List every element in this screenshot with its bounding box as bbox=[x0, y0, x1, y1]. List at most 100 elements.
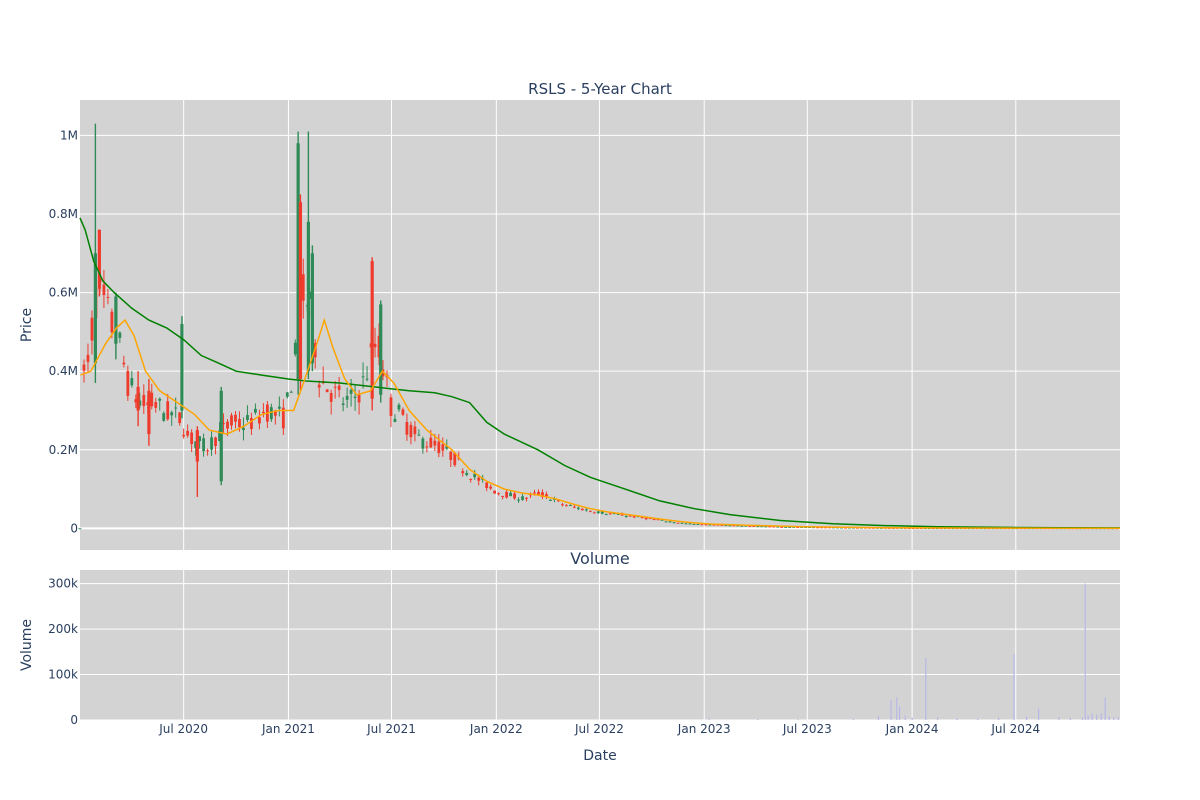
candle-body bbox=[206, 450, 209, 452]
candle-body bbox=[246, 414, 249, 420]
candle-body bbox=[541, 492, 544, 497]
candle-body bbox=[413, 426, 417, 435]
candle-body bbox=[700, 524, 704, 526]
candle-body bbox=[214, 437, 217, 446]
candle-body bbox=[600, 511, 604, 514]
volume-y-ticks: 0 100k 200k 300k bbox=[48, 577, 78, 727]
candle-body bbox=[740, 525, 744, 527]
candle-body bbox=[281, 407, 285, 429]
volume-bar bbox=[1025, 716, 1028, 720]
candle-body bbox=[178, 412, 182, 424]
candle-body bbox=[325, 389, 329, 393]
candle-body bbox=[429, 437, 433, 448]
candle-body bbox=[389, 397, 393, 416]
candle-body bbox=[365, 378, 369, 380]
candle-body bbox=[469, 478, 473, 480]
volume-bar bbox=[890, 699, 892, 720]
candle-body bbox=[194, 441, 198, 448]
candle-body bbox=[724, 525, 728, 527]
candle-body bbox=[329, 392, 333, 402]
candle-body bbox=[592, 512, 596, 514]
candle-body bbox=[756, 526, 760, 528]
candle-body bbox=[505, 491, 508, 498]
spike-body bbox=[136, 386, 140, 411]
candle-body bbox=[557, 500, 560, 502]
candle-body bbox=[122, 362, 126, 365]
candle-body bbox=[572, 506, 576, 508]
candle-body bbox=[234, 414, 237, 422]
spike-body bbox=[310, 253, 314, 364]
candle-body bbox=[648, 518, 652, 520]
date-axis-title: Date bbox=[583, 748, 616, 764]
candle-body bbox=[652, 519, 656, 521]
candle-body bbox=[696, 523, 700, 525]
candle-body bbox=[301, 274, 305, 301]
candle-body bbox=[166, 401, 170, 420]
candle-body bbox=[293, 342, 297, 355]
candle-body bbox=[317, 384, 321, 388]
volume-bar bbox=[911, 717, 913, 720]
volume-plot-area bbox=[80, 570, 1120, 720]
candle-body bbox=[752, 525, 756, 527]
candle-body bbox=[142, 394, 146, 407]
volume-bar bbox=[898, 706, 901, 720]
date-tick-label: Jan 2022 bbox=[469, 722, 523, 736]
candle-body bbox=[277, 406, 281, 409]
date-tick-label: Jan 2021 bbox=[261, 722, 315, 736]
candle-body bbox=[684, 523, 688, 525]
candle-body bbox=[497, 493, 501, 495]
candle-body bbox=[202, 438, 205, 452]
short-moving-average-line bbox=[80, 317, 1120, 529]
candle-body bbox=[210, 437, 213, 450]
candle-body bbox=[568, 505, 572, 507]
candle-body bbox=[126, 371, 130, 396]
candle-body bbox=[608, 513, 612, 515]
candle-body bbox=[808, 527, 811, 529]
price-y-ticks: 0 0.2M 0.4M 0.6M 0.8M 1M bbox=[49, 128, 78, 535]
volume-axis-title: Volume bbox=[19, 619, 35, 671]
candle-body bbox=[421, 438, 425, 449]
candle-body bbox=[373, 343, 377, 348]
candle-body bbox=[285, 392, 289, 397]
candle-body bbox=[780, 526, 784, 528]
candle-body bbox=[401, 409, 405, 415]
candle-body bbox=[800, 526, 804, 528]
candle-body bbox=[788, 526, 792, 528]
candle-body bbox=[110, 311, 114, 333]
candle-body bbox=[525, 497, 528, 499]
candle-body bbox=[118, 332, 122, 338]
candle-body bbox=[620, 513, 624, 516]
candle-body bbox=[90, 317, 94, 341]
candle-body bbox=[162, 413, 166, 421]
candle-body bbox=[517, 499, 520, 501]
candle-body bbox=[477, 477, 481, 481]
candle-body bbox=[190, 432, 194, 445]
price-tick-label: 0 bbox=[70, 521, 78, 535]
candle-body bbox=[102, 284, 106, 296]
volume-bar bbox=[1091, 713, 1093, 720]
candlesticks bbox=[78, 123, 1118, 530]
candle-body bbox=[409, 424, 413, 438]
volume-bar bbox=[1108, 716, 1110, 720]
candle-body bbox=[134, 399, 138, 403]
volume-tick-label: 100k bbox=[48, 668, 78, 682]
candle-body bbox=[748, 525, 752, 527]
candle-body bbox=[349, 389, 353, 394]
volume-bar bbox=[977, 718, 979, 720]
candle-body bbox=[381, 369, 385, 377]
candle-body bbox=[186, 430, 190, 436]
candle-body bbox=[768, 526, 772, 528]
spike-body bbox=[93, 253, 97, 364]
candle-body bbox=[254, 408, 257, 413]
volume-bar bbox=[1087, 715, 1089, 720]
candle-body bbox=[776, 526, 780, 528]
candle-body bbox=[812, 527, 815, 529]
candle-body bbox=[78, 528, 82, 530]
candle-body bbox=[174, 407, 178, 409]
candle-body bbox=[333, 386, 337, 388]
candle-body bbox=[804, 526, 808, 528]
candle-body bbox=[820, 527, 823, 529]
candle-body bbox=[485, 482, 489, 488]
price-plot-area bbox=[80, 100, 1120, 550]
spike-body bbox=[114, 296, 118, 344]
